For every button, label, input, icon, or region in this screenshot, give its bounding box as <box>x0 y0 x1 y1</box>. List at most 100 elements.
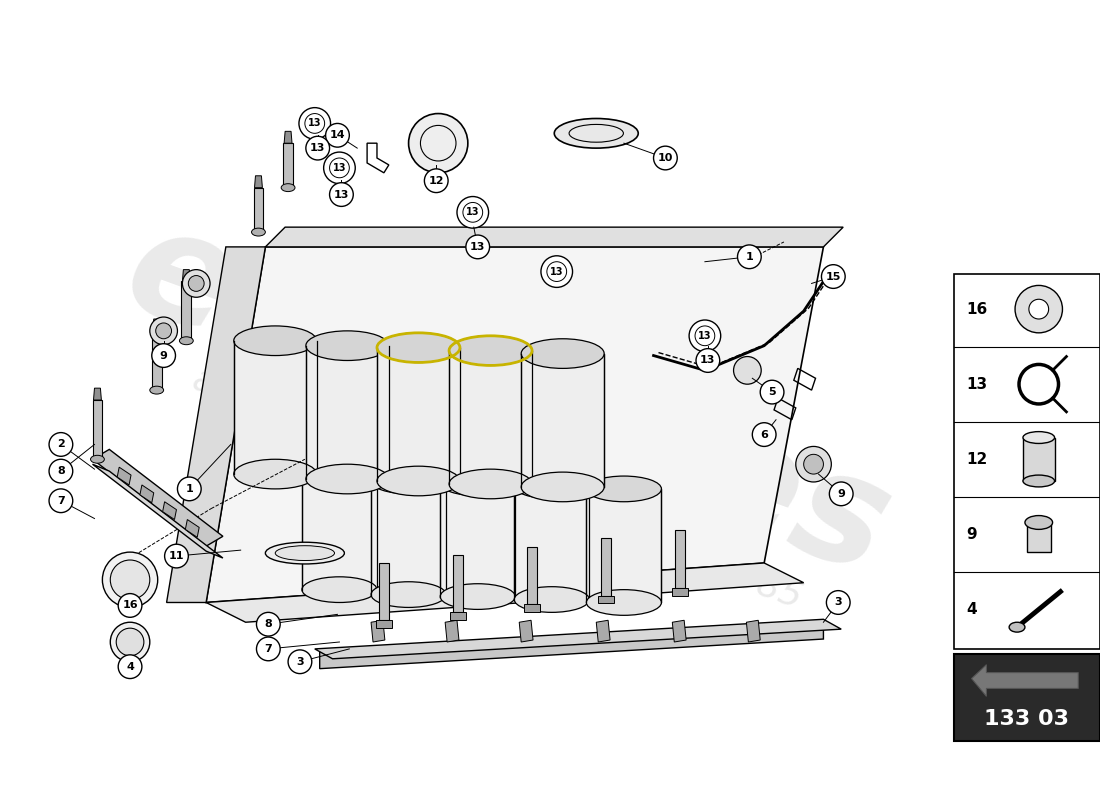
Polygon shape <box>153 319 161 331</box>
Ellipse shape <box>521 338 604 368</box>
Circle shape <box>110 560 150 599</box>
Circle shape <box>183 270 210 298</box>
Polygon shape <box>163 502 176 519</box>
Circle shape <box>102 552 157 607</box>
Polygon shape <box>598 595 614 603</box>
Circle shape <box>110 622 150 662</box>
Circle shape <box>737 245 761 269</box>
Polygon shape <box>521 354 604 487</box>
Text: 13: 13 <box>466 207 480 218</box>
Text: 4: 4 <box>967 602 977 617</box>
Circle shape <box>50 433 73 456</box>
Circle shape <box>323 152 355 184</box>
Polygon shape <box>515 486 590 599</box>
Text: a passion for excellence since 1985: a passion for excellence since 1985 <box>188 362 806 615</box>
Circle shape <box>50 489 73 513</box>
Polygon shape <box>371 481 447 594</box>
Ellipse shape <box>90 455 104 463</box>
Polygon shape <box>265 227 844 247</box>
Polygon shape <box>519 620 534 642</box>
Ellipse shape <box>252 228 265 236</box>
Ellipse shape <box>586 590 661 615</box>
Ellipse shape <box>440 470 515 496</box>
Ellipse shape <box>306 464 388 494</box>
Bar <box>954 274 1100 649</box>
Circle shape <box>822 265 845 288</box>
Polygon shape <box>284 131 292 143</box>
Polygon shape <box>379 563 388 620</box>
Ellipse shape <box>371 582 447 607</box>
Ellipse shape <box>265 542 344 564</box>
Text: 9: 9 <box>160 350 167 361</box>
Circle shape <box>150 317 177 345</box>
Ellipse shape <box>377 333 460 362</box>
Circle shape <box>826 590 850 614</box>
Text: 4: 4 <box>126 662 134 672</box>
Polygon shape <box>376 620 392 628</box>
Bar <box>1023 438 1055 481</box>
Ellipse shape <box>234 459 317 489</box>
Text: 10: 10 <box>658 153 673 163</box>
Text: 6: 6 <box>760 430 768 439</box>
Text: 13: 13 <box>550 266 563 277</box>
Circle shape <box>50 459 73 483</box>
Text: 13: 13 <box>701 355 716 366</box>
Text: europaes: europaes <box>106 194 909 606</box>
Polygon shape <box>453 555 463 612</box>
Circle shape <box>177 477 201 501</box>
Ellipse shape <box>554 118 638 148</box>
Circle shape <box>541 256 572 287</box>
Circle shape <box>306 136 330 160</box>
Circle shape <box>299 108 331 139</box>
Circle shape <box>456 197 488 228</box>
Text: 16: 16 <box>967 302 988 317</box>
Bar <box>954 654 1100 741</box>
Ellipse shape <box>150 386 164 394</box>
Polygon shape <box>140 485 154 502</box>
Ellipse shape <box>234 326 317 355</box>
Polygon shape <box>166 247 265 602</box>
Polygon shape <box>182 282 191 341</box>
Circle shape <box>653 146 678 170</box>
Circle shape <box>1015 286 1063 333</box>
Ellipse shape <box>275 546 334 561</box>
Bar <box>954 274 1100 649</box>
Text: 13: 13 <box>333 190 349 199</box>
Bar <box>1027 525 1050 552</box>
Text: 7: 7 <box>57 496 65 506</box>
Polygon shape <box>92 464 223 558</box>
Polygon shape <box>371 620 385 642</box>
Text: 9: 9 <box>837 489 845 499</box>
Ellipse shape <box>377 466 460 496</box>
Text: 11: 11 <box>168 551 184 561</box>
Polygon shape <box>672 620 686 642</box>
Circle shape <box>156 323 172 338</box>
Text: 8: 8 <box>57 466 65 476</box>
Circle shape <box>734 357 761 384</box>
Ellipse shape <box>371 468 447 494</box>
Ellipse shape <box>282 184 295 191</box>
Text: 3: 3 <box>835 598 843 607</box>
Polygon shape <box>440 483 515 597</box>
Circle shape <box>795 446 832 482</box>
Text: 1: 1 <box>746 252 754 262</box>
Circle shape <box>165 544 188 568</box>
Polygon shape <box>524 605 540 612</box>
Polygon shape <box>450 612 466 620</box>
Circle shape <box>804 454 824 474</box>
Ellipse shape <box>301 463 377 489</box>
Polygon shape <box>377 348 460 481</box>
Text: 9: 9 <box>967 527 977 542</box>
Text: 2: 2 <box>57 439 65 450</box>
Circle shape <box>288 650 311 674</box>
Ellipse shape <box>449 336 532 366</box>
Text: 12: 12 <box>967 452 988 466</box>
Polygon shape <box>446 620 459 642</box>
Polygon shape <box>586 489 661 602</box>
Polygon shape <box>254 176 263 188</box>
Circle shape <box>408 114 468 173</box>
Ellipse shape <box>515 586 590 612</box>
Ellipse shape <box>440 584 515 610</box>
Polygon shape <box>596 620 611 642</box>
Circle shape <box>256 612 280 636</box>
